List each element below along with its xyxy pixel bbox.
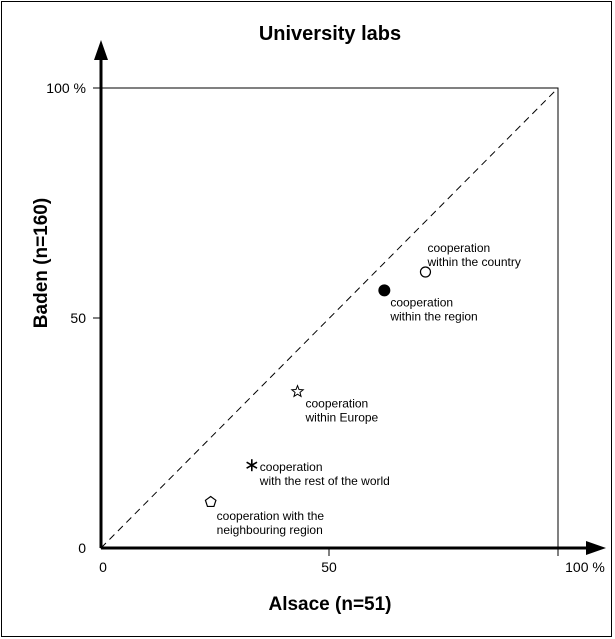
- point-label-country: cooperation within the country: [426, 241, 520, 269]
- x-tick-label: 100 %: [565, 559, 605, 575]
- x-axis-title: Alsace (n=51): [268, 594, 391, 615]
- point-europe-marker: [290, 384, 305, 398]
- point-neighbouring-region-marker: [204, 495, 217, 508]
- point-label-rest-of-world: cooperation with the rest of the world: [259, 460, 390, 488]
- point-label-neighbouring-region: cooperation with the neighbouring region: [217, 509, 325, 537]
- point-country-marker: [419, 266, 432, 278]
- y-tick-label: 100 %: [46, 80, 86, 96]
- x-axis-arrowhead: [586, 541, 606, 555]
- point-label-europe: cooperation within Europe: [305, 397, 379, 425]
- data-points: cooperation within the country cooperation…: [204, 241, 521, 537]
- y-axis-title: Baden (n=160): [31, 198, 52, 328]
- point-region-marker: [378, 284, 391, 297]
- point-label-region: cooperation within the region: [389, 295, 477, 323]
- point-rest-of-world-marker: [246, 459, 258, 472]
- y-tick-label: 0: [78, 540, 86, 556]
- diagonal-reference-line: [100, 87, 559, 549]
- y-axis-arrowhead: [94, 40, 108, 60]
- x-tick-label: 0: [99, 559, 107, 575]
- y-tick-label: 50: [70, 310, 86, 326]
- chart-title: University labs: [259, 23, 401, 45]
- x-tick-label: 50: [321, 559, 337, 575]
